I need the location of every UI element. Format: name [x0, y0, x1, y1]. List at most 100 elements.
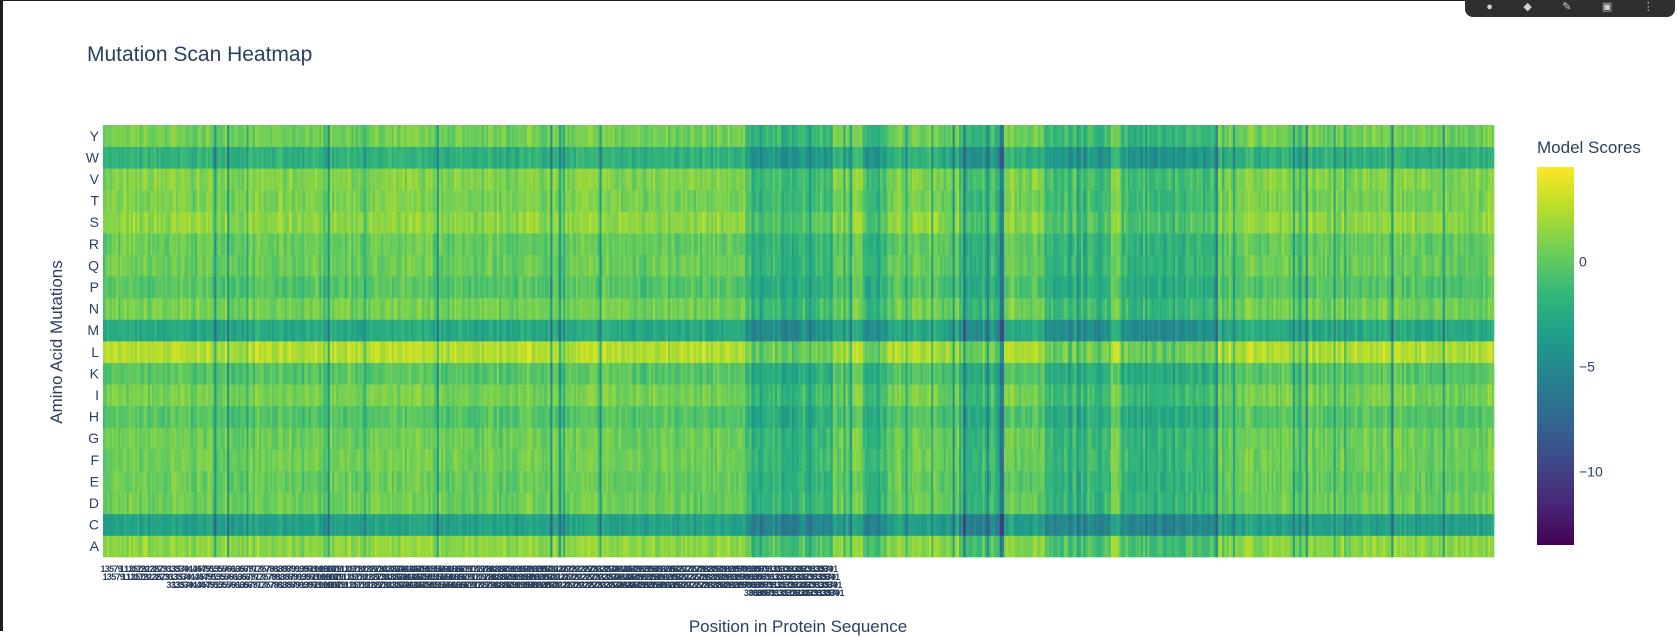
heatmap-cell [216, 492, 219, 515]
heatmap-cell [372, 449, 376, 471]
heatmap-cell [103, 535, 106, 558]
heatmap-cell [796, 384, 799, 407]
heatmap-cell [1267, 405, 1270, 428]
heatmap-cell [449, 405, 453, 428]
heatmap-cell [969, 513, 973, 536]
heatmap-cell [398, 384, 401, 407]
heatmap-cell [873, 449, 876, 471]
heatmap-cell [1110, 492, 1114, 515]
heatmap-cell [565, 427, 568, 450]
heatmap-cell [1472, 427, 1476, 450]
heatmap-cell [798, 405, 801, 428]
heatmap-cell [999, 535, 1003, 558]
heatmap-cell [1104, 427, 1108, 450]
heatmap-cell [242, 427, 245, 450]
heatmap-cell [922, 513, 926, 536]
heatmap-cell [1187, 405, 1191, 428]
heatmap-cell [796, 492, 799, 515]
pan-icon[interactable]: ✎ [1562, 1, 1572, 13]
heatmap-cell [560, 492, 564, 515]
heatmap-cell [109, 535, 112, 558]
heatmap-cell [858, 492, 861, 515]
heatmap-cell [1239, 405, 1242, 428]
heatmap-cell [828, 384, 831, 407]
zoom-icon[interactable]: ◆ [1523, 1, 1532, 13]
more-icon[interactable]: ⋮ [1642, 1, 1654, 13]
heatmap-cell [235, 492, 239, 515]
heatmap-cell [1247, 427, 1251, 450]
heatmap-cell [107, 470, 110, 493]
heatmap-cell [1021, 405, 1024, 428]
heatmap-cell [334, 513, 337, 536]
heatmap-cell [809, 513, 812, 536]
heatmap-cell [494, 535, 498, 558]
heatmap-cell [370, 405, 373, 428]
heatmap-cell [1029, 513, 1033, 536]
heatmap-cell [507, 449, 510, 471]
heatmap-cell [1115, 535, 1118, 558]
heatmap-cell [753, 427, 757, 450]
heatmap-cell [323, 470, 326, 493]
heatmap-cell [755, 405, 759, 428]
heatmap-cell [1211, 535, 1215, 558]
heatmap-cell [740, 384, 744, 407]
heatmap-cell [505, 449, 508, 471]
heatmap-cell [1451, 449, 1454, 471]
heatmap-cell [220, 535, 224, 558]
heatmap-cell [1391, 492, 1394, 515]
heatmap-cell [1051, 449, 1054, 471]
heatmap-cell [1416, 405, 1420, 428]
heatmap-cell [1387, 513, 1390, 536]
heatmap-cell [548, 384, 551, 407]
heatmap-plot-area[interactable] [103, 125, 1495, 558]
heatmap-cell [1449, 427, 1452, 450]
heatmap-cell [177, 535, 181, 558]
heatmap-cell [175, 535, 179, 558]
heatmap-cell [1457, 492, 1461, 515]
heatmap-cell [278, 513, 281, 536]
heatmap-cell [939, 405, 943, 428]
heatmap-cell [124, 535, 127, 558]
heatmap-cell [207, 449, 211, 471]
heatmap-cell [901, 449, 904, 471]
heatmap-cell [124, 449, 127, 471]
heatmap-cell [1282, 405, 1285, 428]
heatmap-cell [248, 405, 252, 428]
heatmap-cell [638, 449, 641, 471]
heatmap-cell [385, 405, 388, 428]
heatmap-cell [563, 427, 566, 450]
heatmap-cell [441, 384, 444, 407]
heatmap-cell [1359, 492, 1362, 515]
camera-icon[interactable]: ● [1486, 1, 1493, 13]
heatmap-cell [1158, 492, 1161, 515]
heatmap-cell [1145, 449, 1148, 471]
heatmap-cell [169, 492, 172, 515]
heatmap-cell [721, 492, 724, 515]
heatmap-cell [1404, 492, 1407, 515]
heatmap-cell [402, 427, 406, 450]
heatmap-cell [237, 513, 241, 536]
heatmap-cell [1282, 449, 1285, 471]
box-select-icon[interactable]: ▣ [1601, 1, 1613, 13]
heatmap-cell [858, 513, 861, 536]
heatmap-cell [1119, 492, 1122, 515]
heatmap-cell [839, 384, 842, 407]
heatmap-cell [652, 513, 656, 536]
heatmap-cell [663, 449, 667, 471]
heatmap-cell [539, 405, 543, 428]
heatmap-cell [629, 492, 632, 515]
heatmap-cell [682, 427, 686, 450]
heatmap-cell [1245, 535, 1249, 558]
heatmap-cell [779, 492, 782, 515]
heatmap-cell [877, 535, 881, 558]
heatmap-cell [896, 449, 900, 471]
heatmap-cell [937, 449, 941, 471]
heatmap-cell [537, 449, 540, 471]
heatmap-cell [1121, 492, 1125, 515]
heatmap-cell [383, 405, 386, 428]
heatmap-cell [783, 470, 787, 493]
heatmap-cell [946, 492, 949, 515]
heatmap-cell [997, 535, 1001, 558]
heatmap-cell [426, 535, 429, 558]
